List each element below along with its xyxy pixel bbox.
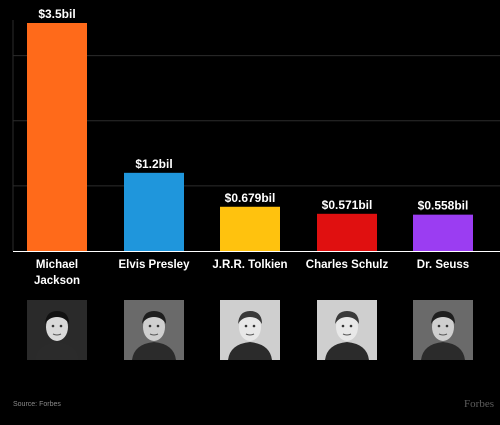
data-label-1: $1.2bil (135, 157, 172, 171)
bar-chart: $3.5bil $1.2bil $0.679bil $0.571bil $0.558bi… (12, 7, 500, 252)
data-label-3: $0.571bil (322, 198, 373, 212)
bar-0 (27, 23, 87, 251)
bar-4 (413, 214, 473, 251)
michael-jackson-photo (27, 300, 87, 360)
category-label-0: Michael Jackson (33, 259, 81, 287)
category-label-3: Charles Schulz (305, 259, 389, 271)
bar-1 (124, 172, 184, 251)
source-note: Source: Forbes (13, 401, 61, 408)
category-label-1: Elvis Presley (118, 259, 190, 271)
dr-seuss-photo (413, 300, 473, 360)
category-label-2: J.R.R. Tolkien (212, 259, 288, 271)
data-label-2: $0.679bil (225, 191, 276, 205)
bar-3 (317, 213, 377, 251)
forbes-logo: Forbes (464, 398, 494, 410)
elvis-presley-photo (124, 300, 184, 360)
charles-schulz-photo (317, 300, 377, 360)
bar-2 (220, 206, 280, 251)
category-label-4: Dr. Seuss (416, 259, 470, 271)
data-label-0: $3.5bil (38, 7, 75, 21)
tolkien-photo (220, 300, 280, 360)
data-label-4: $0.558bil (418, 199, 469, 213)
